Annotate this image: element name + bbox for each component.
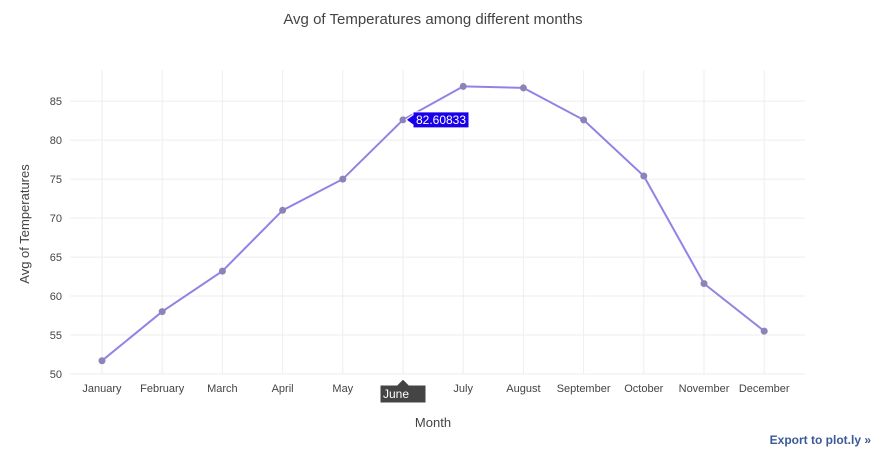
x-tick-label: September <box>557 383 611 395</box>
x-tick-label: August <box>506 383 540 395</box>
hover-value-box <box>405 111 470 129</box>
data-point[interactable] <box>158 308 166 316</box>
y-tick-label: 65 <box>50 252 62 264</box>
data-point[interactable] <box>580 116 588 124</box>
data-point[interactable] <box>218 267 226 275</box>
y-tick-label: 75 <box>50 174 62 186</box>
x-tick-label: April <box>272 383 294 395</box>
x-axis-title: Month <box>415 415 451 430</box>
data-point[interactable] <box>339 175 347 183</box>
x-tick-label: May <box>332 383 353 395</box>
x-tick-label: December <box>739 383 790 395</box>
x-tick-label: February <box>140 383 185 395</box>
data-point[interactable] <box>760 327 768 335</box>
data-point[interactable] <box>519 84 527 92</box>
data-point[interactable] <box>279 206 287 214</box>
y-tick-label: 50 <box>50 369 62 381</box>
hover-tooltip: 82.60833 June <box>379 111 470 404</box>
data-point[interactable] <box>640 172 648 180</box>
series-line <box>101 85 765 362</box>
hover-category-box <box>379 378 427 404</box>
y-axis-title: Avg of Temperatures <box>17 164 32 284</box>
data-point[interactable] <box>700 280 708 288</box>
y-axis-ticks: 50 55 60 65 70 75 80 85 <box>50 96 62 381</box>
data-point[interactable] <box>98 357 106 365</box>
y-tick-label: 85 <box>50 96 62 108</box>
series-markers[interactable] <box>98 82 768 365</box>
data-point[interactable] <box>459 82 467 90</box>
x-axis-ticks: JanuaryFebruaryMarchAprilMayJuneJulyAugu… <box>82 383 789 395</box>
y-tick-label: 70 <box>50 213 62 225</box>
hover-category-label: June <box>383 387 409 401</box>
y-tick-label: 60 <box>50 291 62 303</box>
x-tick-label: October <box>624 383 663 395</box>
hover-value-label: 82.60833 <box>416 113 466 127</box>
export-to-plotly-link[interactable]: Export to plot.ly » <box>769 433 871 447</box>
y-tick-label: 80 <box>50 135 62 147</box>
x-tick-label: January <box>82 383 122 395</box>
x-tick-label: November <box>679 383 730 395</box>
x-tick-label: July <box>453 383 473 395</box>
chart-title: Avg of Temperatures among different mont… <box>283 11 582 28</box>
data-point[interactable] <box>399 116 407 124</box>
x-tick-label: March <box>207 383 238 395</box>
horizontal-gridlines <box>70 100 805 375</box>
y-tick-label: 55 <box>50 330 62 342</box>
